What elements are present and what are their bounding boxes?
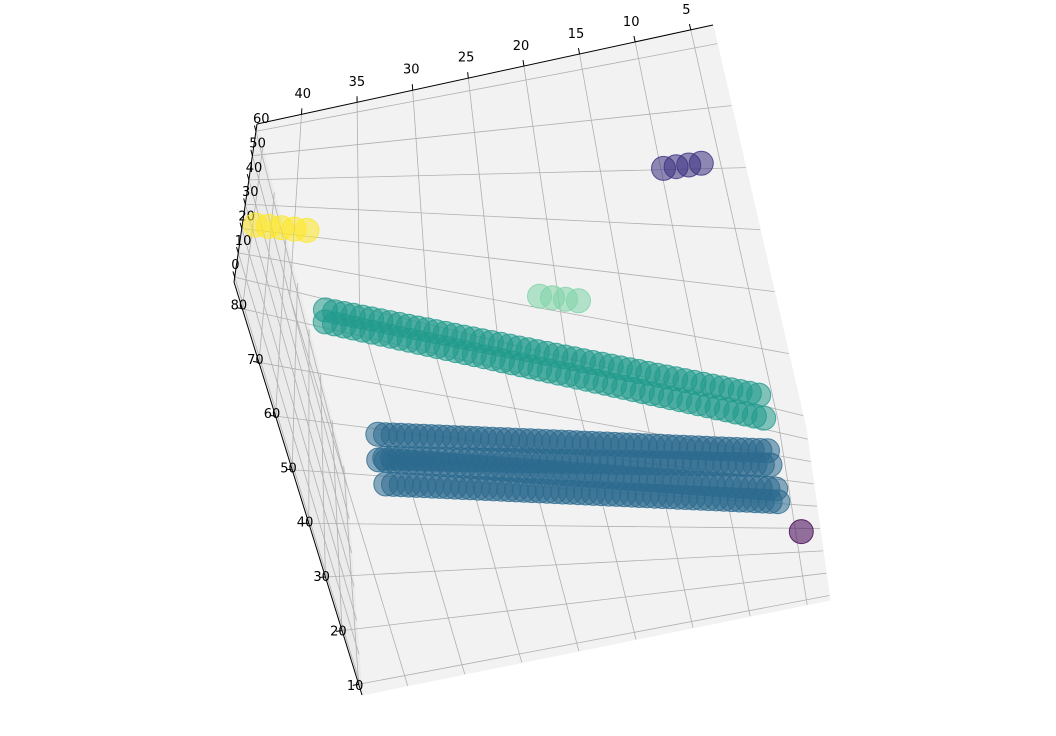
data-point-purple: [788, 519, 814, 545]
x-grid-back: [690, 29, 779, 421]
x-tick: [633, 35, 636, 43]
data-point-teal: [312, 297, 338, 323]
z-grid-side: [244, 204, 355, 587]
y-tick-label: 60: [264, 407, 281, 422]
y-tick: [236, 306, 243, 310]
x-tick-label: 20: [513, 39, 530, 54]
data-point-yellow: [242, 212, 268, 238]
x-grid-back: [356, 102, 360, 315]
z-tick-label: 10: [235, 234, 252, 249]
y-tick-label: 20: [330, 625, 347, 640]
z-grid-side: [237, 252, 360, 655]
data-points: [242, 150, 814, 545]
y-tick-label: 50: [280, 461, 297, 476]
x-grid-back: [467, 78, 500, 350]
data-point-indigo: [651, 155, 676, 181]
y-tick-label: 70: [247, 353, 264, 368]
y-grid-floor: [358, 595, 830, 685]
z-tick-label: 0: [231, 258, 239, 273]
x-grid-floor: [289, 296, 409, 686]
x-tick: [688, 23, 692, 30]
y-tick-label: 10: [347, 679, 364, 694]
z-tick-label: 60: [253, 112, 270, 127]
axis-lines: [233, 24, 714, 696]
y-axis-line: [233, 281, 363, 696]
z-tick: [253, 125, 257, 132]
z-grid-side: [248, 179, 353, 553]
z-grid-side: [255, 131, 348, 486]
z-tick: [239, 222, 243, 229]
y-grid-side: [291, 283, 298, 470]
x-axis-line: [256, 24, 714, 125]
data-point-mint: [527, 283, 552, 309]
z-grid-back: [238, 252, 789, 354]
x-tick-label: 35: [349, 75, 366, 90]
x-grid-back: [634, 41, 709, 404]
x-tick-label: 40: [295, 87, 312, 102]
z-tick: [250, 149, 253, 156]
y-tick: [252, 360, 260, 363]
z-tick: [246, 173, 250, 181]
z-tick: [243, 198, 246, 205]
x-grid-back: [412, 90, 430, 332]
z-grid-back: [252, 105, 732, 156]
data-point-blue: [365, 421, 391, 447]
y-tick-label: 30: [313, 570, 330, 585]
x-tick: [577, 47, 581, 55]
x-tick-label: 5: [682, 3, 690, 18]
x-grid-back: [289, 114, 302, 297]
x-grid-back: [579, 53, 639, 386]
x-grid-back: [523, 65, 570, 368]
z-tick: [236, 246, 239, 253]
x-grid-floor: [777, 420, 808, 605]
z-grid-side: [234, 277, 362, 689]
z-axis-line: [233, 123, 258, 283]
y-tick: [269, 414, 276, 417]
z-grid-back: [255, 43, 718, 132]
x-tick: [522, 60, 525, 67]
x-tick-label: 10: [623, 15, 640, 30]
data-point-blue: [366, 447, 392, 473]
z-tick: [232, 271, 236, 278]
tick-labels: 5101520253035401020304050607080010203040…: [231, 3, 691, 694]
x-tick-label: 30: [403, 63, 420, 78]
z-grid-side: [241, 228, 357, 621]
y-grid-floor: [325, 550, 824, 578]
y-grid-side: [275, 237, 287, 417]
z-tick-label: 40: [246, 161, 263, 176]
z-grid-back: [245, 203, 761, 230]
y-tick: [352, 683, 359, 686]
y-grid-floor: [308, 522, 821, 529]
y-grid-floor: [342, 572, 827, 632]
x-tick-label: 15: [568, 27, 585, 42]
z-tick-label: 50: [249, 137, 266, 152]
y-tick-label: 80: [231, 299, 248, 314]
tick-marks: [232, 23, 692, 686]
x-tick-label: 25: [458, 51, 475, 66]
x-tick: [467, 72, 469, 79]
z-tick-label: 30: [242, 185, 259, 200]
y-tick-label: 40: [297, 516, 314, 531]
z-grid-back: [241, 228, 775, 292]
y-tick: [336, 630, 343, 632]
data-point-blue: [373, 471, 399, 497]
